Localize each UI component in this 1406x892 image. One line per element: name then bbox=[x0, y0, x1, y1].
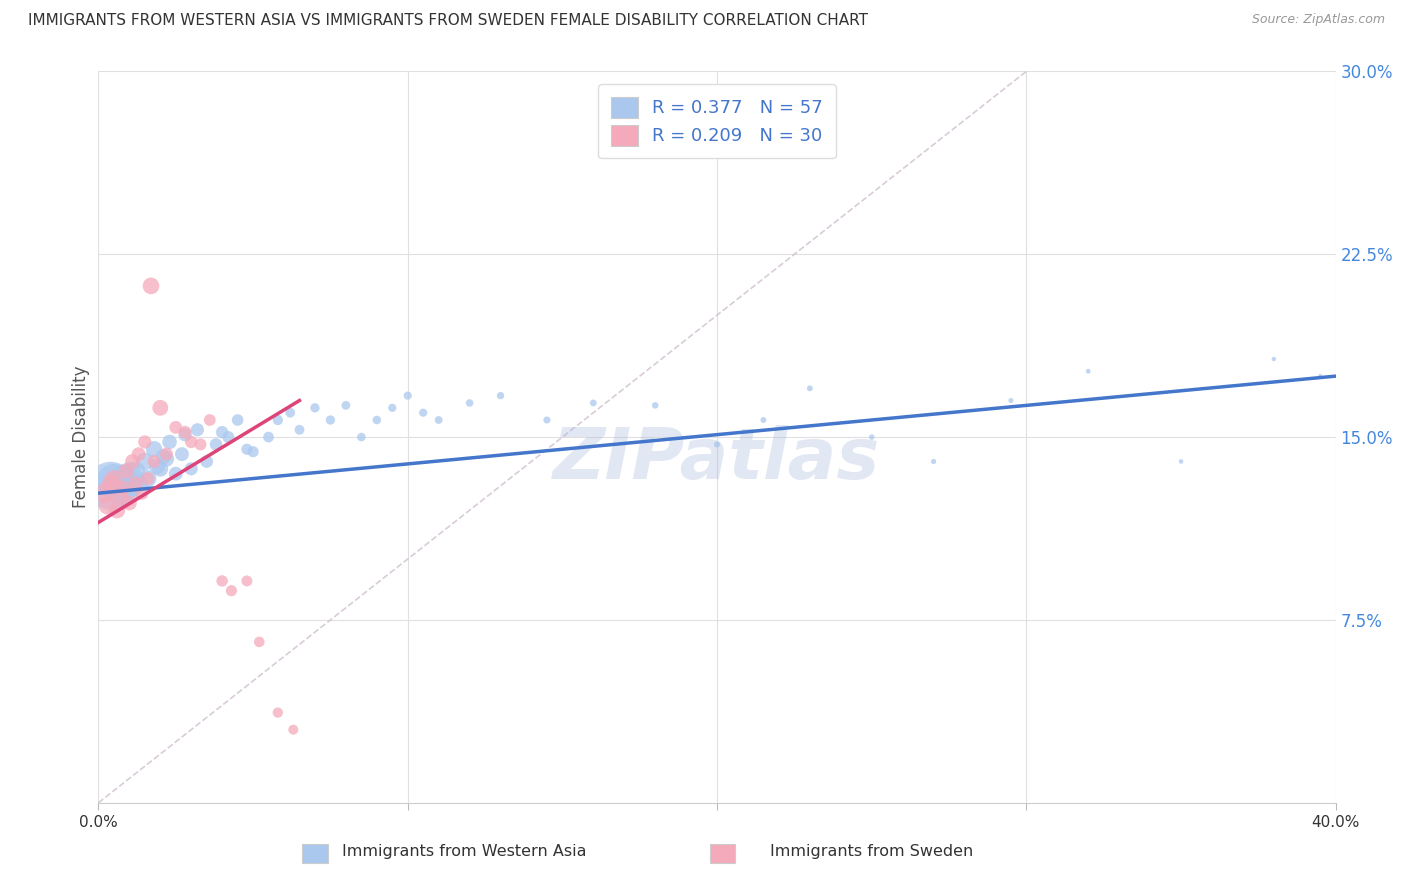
Point bbox=[170, 447, 193, 461]
Point bbox=[136, 471, 159, 485]
Point bbox=[118, 496, 141, 510]
Point bbox=[190, 437, 212, 451]
Point bbox=[108, 483, 131, 498]
Point bbox=[100, 476, 122, 491]
Point bbox=[149, 462, 172, 476]
Point bbox=[131, 486, 153, 500]
Point bbox=[1000, 393, 1022, 408]
Point bbox=[278, 406, 301, 420]
Point bbox=[458, 396, 481, 410]
Point bbox=[236, 574, 259, 588]
Point bbox=[118, 467, 141, 481]
Point bbox=[267, 706, 290, 720]
Point bbox=[149, 401, 172, 415]
Point bbox=[381, 401, 404, 415]
Point bbox=[217, 430, 239, 444]
Point bbox=[146, 459, 169, 474]
Point bbox=[100, 479, 122, 493]
Point bbox=[319, 413, 342, 427]
Point bbox=[128, 447, 150, 461]
Point bbox=[1309, 369, 1331, 384]
Point bbox=[174, 427, 197, 442]
Point bbox=[180, 462, 202, 476]
Point bbox=[396, 389, 419, 403]
Point bbox=[128, 476, 150, 491]
Point bbox=[304, 401, 326, 415]
Point bbox=[159, 434, 181, 449]
Point bbox=[236, 442, 259, 457]
Point bbox=[103, 474, 125, 488]
Point bbox=[112, 481, 135, 495]
Point bbox=[489, 389, 512, 403]
Text: Source: ZipAtlas.com: Source: ZipAtlas.com bbox=[1251, 13, 1385, 27]
Point bbox=[257, 430, 280, 444]
Point bbox=[165, 467, 187, 481]
Point bbox=[121, 454, 143, 468]
Point bbox=[152, 450, 174, 464]
Point bbox=[97, 499, 120, 513]
Point bbox=[180, 434, 202, 449]
Point bbox=[1263, 352, 1285, 367]
Point bbox=[288, 423, 311, 437]
Point bbox=[283, 723, 305, 737]
Point bbox=[174, 425, 197, 440]
Point bbox=[93, 486, 115, 500]
Point bbox=[1077, 364, 1099, 378]
Point bbox=[335, 398, 357, 412]
Point bbox=[143, 442, 166, 457]
Text: Immigrants from Sweden: Immigrants from Sweden bbox=[770, 845, 973, 859]
Text: Immigrants from Western Asia: Immigrants from Western Asia bbox=[342, 845, 586, 859]
Point bbox=[115, 464, 138, 478]
Point bbox=[242, 444, 264, 458]
Point bbox=[412, 406, 434, 420]
Point bbox=[706, 437, 728, 451]
Point bbox=[139, 279, 162, 293]
Point bbox=[211, 574, 233, 588]
Point bbox=[134, 434, 156, 449]
Point bbox=[124, 464, 146, 478]
Point bbox=[121, 479, 143, 493]
Legend: R = 0.377   N = 57, R = 0.209   N = 30: R = 0.377 N = 57, R = 0.209 N = 30 bbox=[599, 84, 835, 158]
Point bbox=[350, 430, 373, 444]
Point bbox=[143, 454, 166, 468]
Point bbox=[124, 476, 146, 491]
Point bbox=[221, 583, 243, 598]
Point bbox=[226, 413, 249, 427]
Point bbox=[115, 486, 138, 500]
Text: IMMIGRANTS FROM WESTERN ASIA VS IMMIGRANTS FROM SWEDEN FEMALE DISABILITY CORRELA: IMMIGRANTS FROM WESTERN ASIA VS IMMIGRAN… bbox=[28, 13, 868, 29]
Point bbox=[1170, 454, 1192, 468]
Point bbox=[112, 471, 135, 485]
Point bbox=[103, 471, 125, 485]
Point bbox=[134, 454, 156, 468]
Point bbox=[267, 413, 290, 427]
Point bbox=[198, 413, 221, 427]
Point bbox=[247, 635, 270, 649]
Point bbox=[108, 489, 131, 503]
Point bbox=[536, 413, 558, 427]
Point bbox=[366, 413, 388, 427]
Point bbox=[799, 381, 821, 395]
Point bbox=[105, 503, 128, 517]
Point bbox=[195, 454, 218, 468]
Point bbox=[644, 398, 666, 412]
Point bbox=[136, 471, 159, 485]
Point bbox=[922, 454, 945, 468]
Point bbox=[211, 425, 233, 440]
Point bbox=[860, 430, 883, 444]
Point bbox=[427, 413, 450, 427]
Point bbox=[155, 447, 177, 461]
Y-axis label: Female Disability: Female Disability bbox=[72, 366, 90, 508]
Point bbox=[155, 452, 177, 467]
Point bbox=[165, 420, 187, 434]
Point bbox=[186, 423, 208, 437]
Point bbox=[752, 413, 775, 427]
Text: ZIPatlas: ZIPatlas bbox=[554, 425, 880, 493]
Point bbox=[582, 396, 605, 410]
Point bbox=[205, 437, 228, 451]
